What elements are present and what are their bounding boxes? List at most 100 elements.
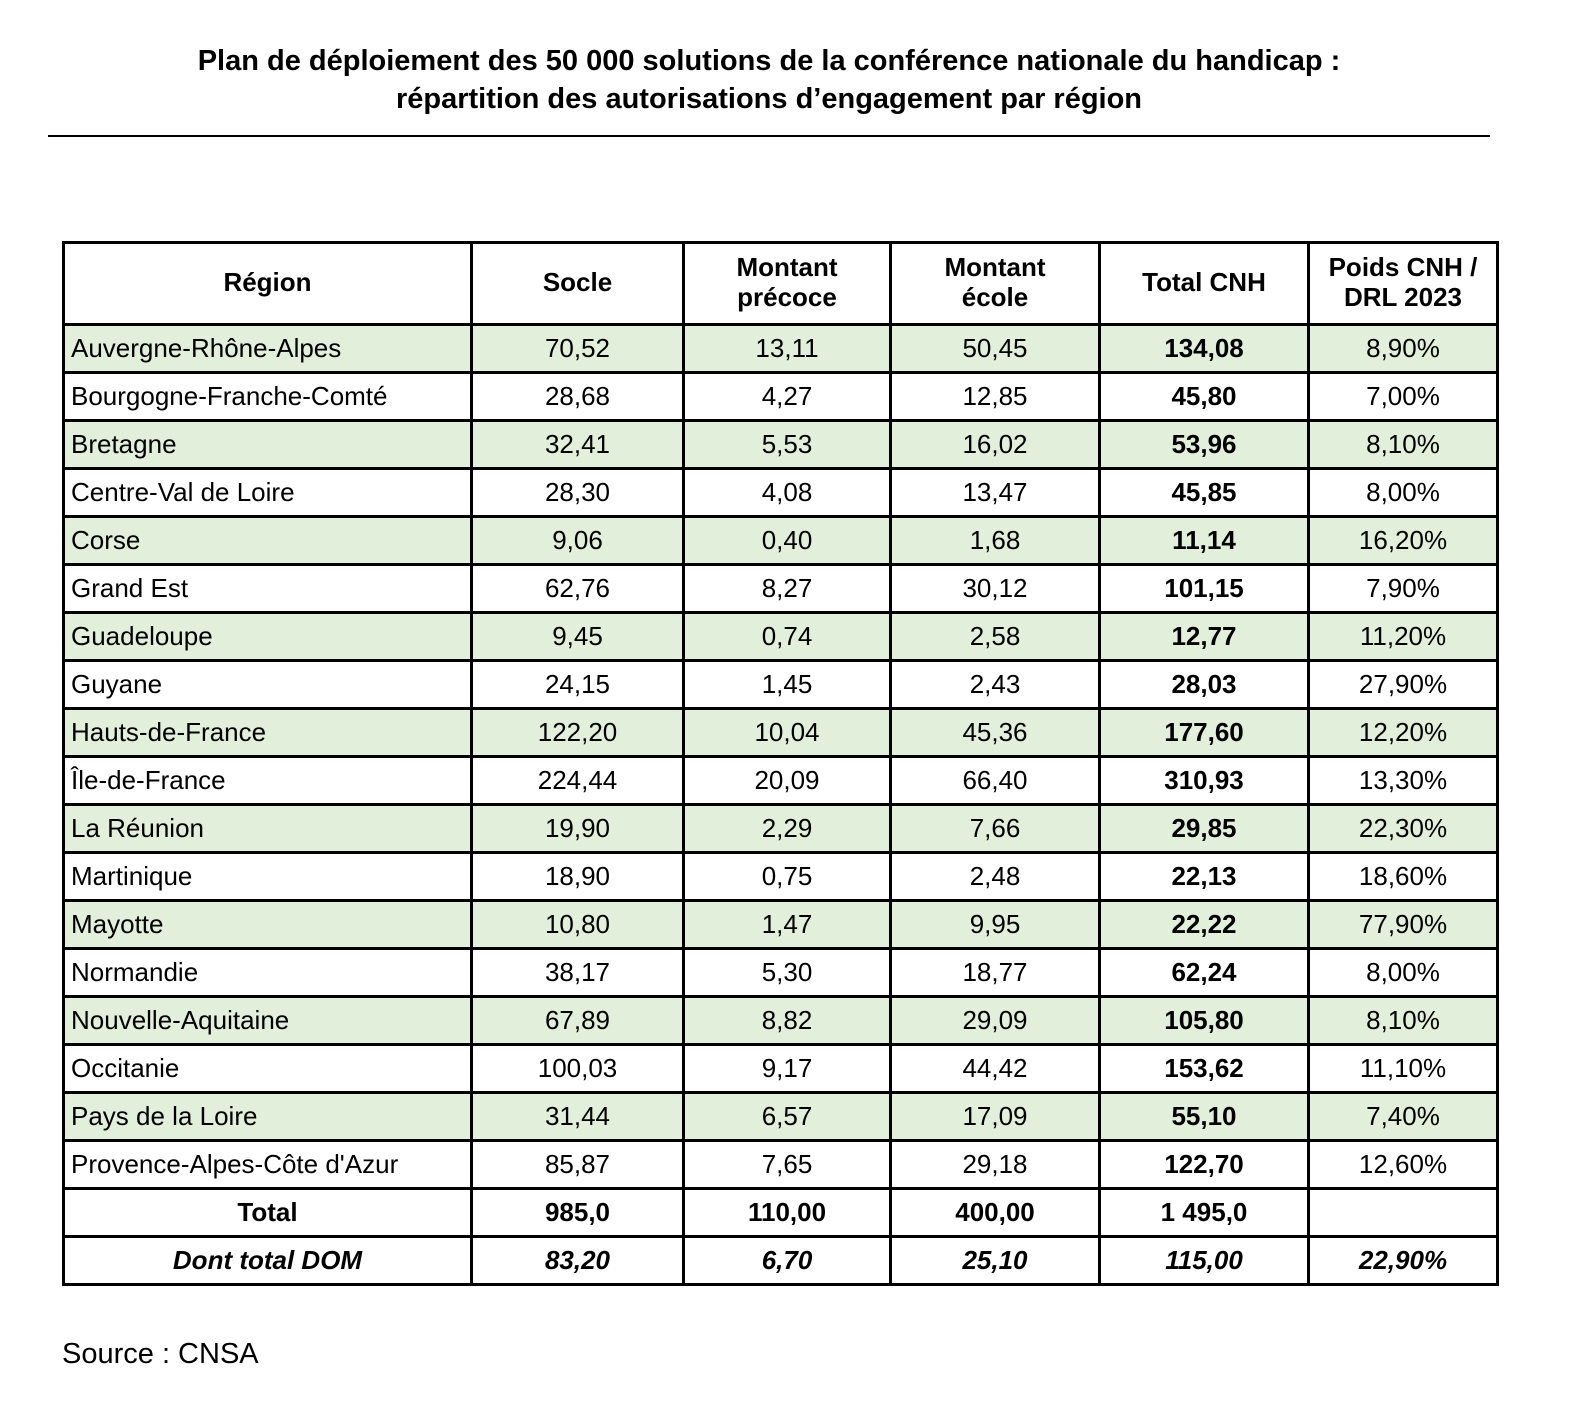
socle-cell: 67,89 [470, 994, 685, 1046]
socle-cell: 24,15 [470, 658, 685, 710]
socle-cell: 85,87 [470, 1138, 685, 1190]
poids-cell: 8,00% [1307, 946, 1499, 998]
socle-cell: 62,76 [470, 562, 685, 614]
poids-cell: 8,10% [1307, 994, 1499, 1046]
montant-precoce-cell: 2,29 [682, 802, 892, 854]
table-row: Pays de la Loire 31,44 6,57 17,09 55,10 7,40% [62, 1090, 1499, 1142]
poids-cell: 11,20% [1307, 610, 1499, 662]
montant-ecole-cell: 9,95 [889, 898, 1101, 950]
total-cnh-cell: 11,14 [1098, 514, 1310, 566]
column-header-poids: Poids CNH / DRL 2023 [1307, 240, 1499, 326]
region-name-cell: Mayotte [62, 898, 473, 950]
montant-ecole-cell: 2,43 [889, 658, 1101, 710]
region-name-cell: Centre-Val de Loire [62, 466, 473, 518]
poids-cell: 8,90% [1307, 322, 1499, 374]
table-row: Bourgogne-Franche-Comté 28,68 4,27 12,85 45,… [62, 370, 1499, 422]
total-cnh-cell: 12,77 [1098, 610, 1310, 662]
socle-cell: 28,68 [470, 370, 685, 422]
poids-cell: 8,00% [1307, 466, 1499, 518]
column-header-socle: Socle [470, 240, 685, 326]
total-cnh-cell: 45,80 [1098, 370, 1310, 422]
total-row: Total 985,0 110,00 400,00 1 495,0 [62, 1186, 1499, 1238]
montant-ecole-cell: 16,02 [889, 418, 1101, 470]
total-ecole-cell: 400,00 [889, 1186, 1101, 1238]
total-cnh-cell: 53,96 [1098, 418, 1310, 470]
socle-cell: 70,52 [470, 322, 685, 374]
region-name-cell: Bretagne [62, 418, 473, 470]
montant-ecole-cell: 7,66 [889, 802, 1101, 854]
table-row: Centre-Val de Loire 28,30 4,08 13,47 45,85 8,… [62, 466, 1499, 518]
poids-cell: 77,90% [1307, 898, 1499, 950]
total-cnh-cell: 22,22 [1098, 898, 1310, 950]
montant-precoce-cell: 10,04 [682, 706, 892, 758]
montant-precoce-cell: 13,11 [682, 322, 892, 374]
total-cnh-cell: 22,13 [1098, 850, 1310, 902]
socle-cell: 122,20 [470, 706, 685, 758]
montant-precoce-cell: 4,27 [682, 370, 892, 422]
poids-cell: 18,60% [1307, 850, 1499, 902]
socle-cell: 9,45 [470, 610, 685, 662]
dom-total-row: Dont total DOM 83,20 6,70 25,10 115,00 2… [62, 1234, 1499, 1286]
montant-precoce-cell: 8,27 [682, 562, 892, 614]
region-name-cell: Guadeloupe [62, 610, 473, 662]
montant-precoce-cell: 8,82 [682, 994, 892, 1046]
column-header-total: Total CNH [1098, 240, 1310, 326]
table-row: Nouvelle-Aquitaine 67,89 8,82 29,09 105,80 8,… [62, 994, 1499, 1046]
total-cnh-cell: 310,93 [1098, 754, 1310, 806]
region-name-cell: Grand Est [62, 562, 473, 614]
montant-ecole-cell: 50,45 [889, 322, 1101, 374]
montant-ecole-cell: 2,58 [889, 610, 1101, 662]
socle-cell: 10,80 [470, 898, 685, 950]
socle-cell: 19,90 [470, 802, 685, 854]
montant-precoce-cell: 4,08 [682, 466, 892, 518]
montant-precoce-cell: 6,57 [682, 1090, 892, 1142]
socle-cell: 31,44 [470, 1090, 685, 1142]
column-header-region: Région [62, 240, 473, 326]
region-name-cell: La Réunion [62, 802, 473, 854]
montant-precoce-cell: 0,74 [682, 610, 892, 662]
table-header: Région Socle Montant précoce Montant éco… [62, 240, 1499, 326]
total-socle-cell: 985,0 [470, 1186, 685, 1238]
socle-cell: 224,44 [470, 754, 685, 806]
dom-ecole-cell: 25,10 [889, 1234, 1101, 1286]
montant-precoce-cell: 9,17 [682, 1042, 892, 1094]
table-row: Provence-Alpes-Côte d'Azur 85,87 7,65 29,18… [62, 1138, 1499, 1190]
region-name-cell: Normandie [62, 946, 473, 998]
table-row: La Réunion 19,90 2,29 7,66 29,85 22,30% [62, 802, 1499, 854]
table-body: Auvergne-Rhône-Alpes 70,52 13,11 50,45 134,0… [62, 322, 1499, 1190]
total-cnh-cell: 62,24 [1098, 946, 1310, 998]
poids-cell: 16,20% [1307, 514, 1499, 566]
poids-cell: 7,00% [1307, 370, 1499, 422]
montant-precoce-cell: 20,09 [682, 754, 892, 806]
montant-ecole-cell: 30,12 [889, 562, 1101, 614]
total-cnh-cell: 28,03 [1098, 658, 1310, 710]
page-title: Plan de déploiement des 50 000 solutions… [48, 42, 1490, 137]
dom-poids-cell: 22,90% [1307, 1234, 1499, 1286]
region-name-cell: Pays de la Loire [62, 1090, 473, 1142]
socle-cell: 32,41 [470, 418, 685, 470]
socle-cell: 100,03 [470, 1042, 685, 1094]
dom-socle-cell: 83,20 [470, 1234, 685, 1286]
total-cnh-cell: 177,60 [1098, 706, 1310, 758]
table-row: Auvergne-Rhône-Alpes 70,52 13,11 50,45 134,0… [62, 322, 1499, 374]
total-cnh-cell: 45,85 [1098, 466, 1310, 518]
table-row: Guadeloupe 9,45 0,74 2,58 12,77 11,20% [62, 610, 1499, 662]
total-cnh-cell: 134,08 [1098, 322, 1310, 374]
total-cnh-cell: 153,62 [1098, 1042, 1310, 1094]
table-row: Normandie 38,17 5,30 18,77 62,24 8,00% [62, 946, 1499, 998]
table-row: Guyane 24,15 1,45 2,43 28,03 27,90% [62, 658, 1499, 710]
region-name-cell: Corse [62, 514, 473, 566]
region-name-cell: Bourgogne-Franche-Comté [62, 370, 473, 422]
montant-precoce-cell: 5,53 [682, 418, 892, 470]
montant-precoce-cell: 1,45 [682, 658, 892, 710]
poids-cell: 12,60% [1307, 1138, 1499, 1190]
total-precoce-cell: 110,00 [682, 1186, 892, 1238]
poids-cell: 7,90% [1307, 562, 1499, 614]
region-name-cell: Martinique [62, 850, 473, 902]
poids-cell: 7,40% [1307, 1090, 1499, 1142]
total-cnh-cell: 29,85 [1098, 802, 1310, 854]
montant-precoce-cell: 1,47 [682, 898, 892, 950]
region-name-cell: Occitanie [62, 1042, 473, 1094]
table-row: Martinique 18,90 0,75 2,48 22,13 18,60% [62, 850, 1499, 902]
